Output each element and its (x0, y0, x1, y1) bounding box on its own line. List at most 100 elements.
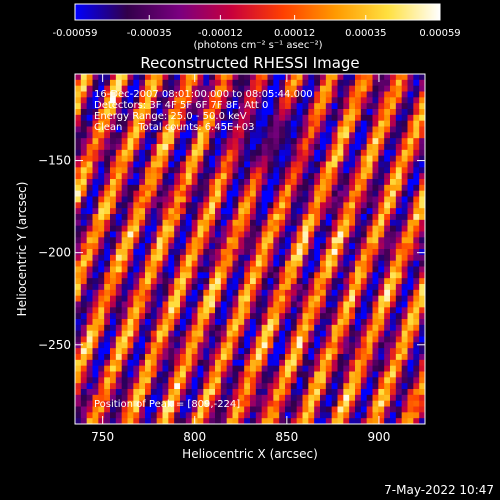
heatmap-cell (110, 225, 117, 232)
heatmap-cell (115, 74, 123, 81)
heatmap-cell (250, 289, 257, 297)
heatmap-cell (98, 219, 105, 227)
heatmap-cell (238, 342, 245, 349)
heatmap-cell (174, 243, 181, 250)
heatmap-cell (156, 225, 163, 232)
heatmap-cell (220, 208, 228, 215)
heatmap-cell (232, 114, 239, 122)
heatmap-cell (267, 330, 274, 337)
heatmap-cell (308, 254, 315, 262)
heatmap-cell (308, 371, 315, 378)
heatmap-cell (215, 161, 222, 168)
heatmap-cell (255, 377, 263, 384)
heatmap-cell (197, 237, 204, 244)
heatmap-cell (75, 202, 82, 209)
heatmap-cell (156, 219, 163, 227)
heatmap-cell (320, 295, 327, 302)
heatmap-cell (98, 155, 105, 162)
heatmap-cell (250, 190, 257, 197)
heatmap-cell (80, 324, 88, 332)
heatmap-cell (302, 354, 309, 361)
heatmap-cell (267, 190, 274, 197)
heatmap-cell (308, 394, 315, 402)
heatmap-cell (133, 336, 140, 343)
heatmap-cell (337, 155, 344, 162)
heatmap-cell (226, 377, 233, 384)
heatmap-cell (314, 383, 321, 390)
heatmap-cell (174, 418, 181, 425)
heatmap-cell (273, 243, 280, 250)
heatmap-cell (168, 400, 175, 407)
heatmap-cell (209, 149, 216, 157)
heatmap-cell (279, 114, 286, 122)
heatmap-cell (75, 85, 82, 92)
heatmap-cell (255, 103, 263, 110)
heatmap-cell (343, 91, 350, 98)
heatmap-cell (302, 383, 309, 390)
heatmap-cell (378, 149, 385, 157)
heatmap-cell (209, 184, 216, 192)
heatmap-cell (139, 289, 146, 297)
heatmap-cell (267, 377, 274, 384)
heatmap-cell (156, 167, 163, 174)
heatmap-cell (355, 79, 362, 87)
heatmap-cell (209, 406, 216, 413)
heatmap-cell (290, 284, 298, 291)
heatmap-cell (174, 254, 181, 262)
heatmap-cell (191, 126, 198, 133)
heatmap-cell (337, 324, 344, 332)
heatmap-cell (185, 114, 193, 122)
heatmap-cell (325, 371, 333, 378)
heatmap-cell (162, 295, 169, 302)
heatmap-cell (121, 161, 128, 168)
heatmap-cell (226, 179, 233, 186)
heatmap-cell (413, 330, 420, 337)
heatmap-cell (174, 237, 181, 244)
heatmap-cell (407, 144, 414, 151)
heatmap-cell (355, 97, 362, 104)
heatmap-cell (360, 266, 368, 273)
heatmap-cell (290, 336, 298, 343)
heatmap-cell (296, 272, 303, 279)
heatmap-cell (156, 389, 163, 396)
heatmap-cell (139, 155, 146, 162)
heatmap-cell (308, 365, 315, 372)
heatmap-cell (331, 167, 338, 174)
heatmap-cell (261, 365, 268, 372)
heatmap-cell (197, 354, 204, 361)
heatmap-cell (185, 260, 193, 267)
heatmap-cell (168, 196, 175, 203)
heatmap-cell (320, 109, 327, 116)
heatmap-cell (366, 79, 373, 87)
heatmap-cell (191, 85, 198, 92)
heatmap-cell (197, 348, 204, 355)
heatmap-cell (115, 237, 123, 244)
heatmap-cell (98, 231, 105, 238)
heatmap-cell (86, 196, 93, 203)
heatmap-cell (273, 120, 280, 127)
heatmap-cell (401, 342, 408, 349)
heatmap-cell (320, 179, 327, 186)
heatmap-cell (401, 412, 408, 419)
heatmap-cell (308, 301, 315, 308)
heatmap-cell (331, 365, 338, 372)
heatmap-cell (360, 359, 368, 367)
heatmap-cell (372, 412, 379, 419)
heatmap-cell (255, 336, 263, 343)
heatmap-cell (314, 74, 321, 81)
heatmap-cell (250, 237, 257, 244)
heatmap-cell (413, 301, 420, 308)
heatmap-cell (121, 190, 128, 197)
heatmap-cell (180, 97, 187, 104)
heatmap-cell (86, 319, 93, 326)
heatmap-cell (92, 319, 99, 326)
heatmap-cell (413, 243, 420, 250)
heatmap-cell (185, 289, 193, 297)
heatmap-cell (419, 260, 426, 267)
heatmap-cell (121, 336, 128, 343)
heatmap-cell (121, 85, 128, 92)
heatmap-cell (145, 383, 152, 390)
heatmap-cell (279, 79, 286, 87)
heatmap-cell (314, 179, 321, 186)
heatmap-cell (238, 336, 245, 343)
